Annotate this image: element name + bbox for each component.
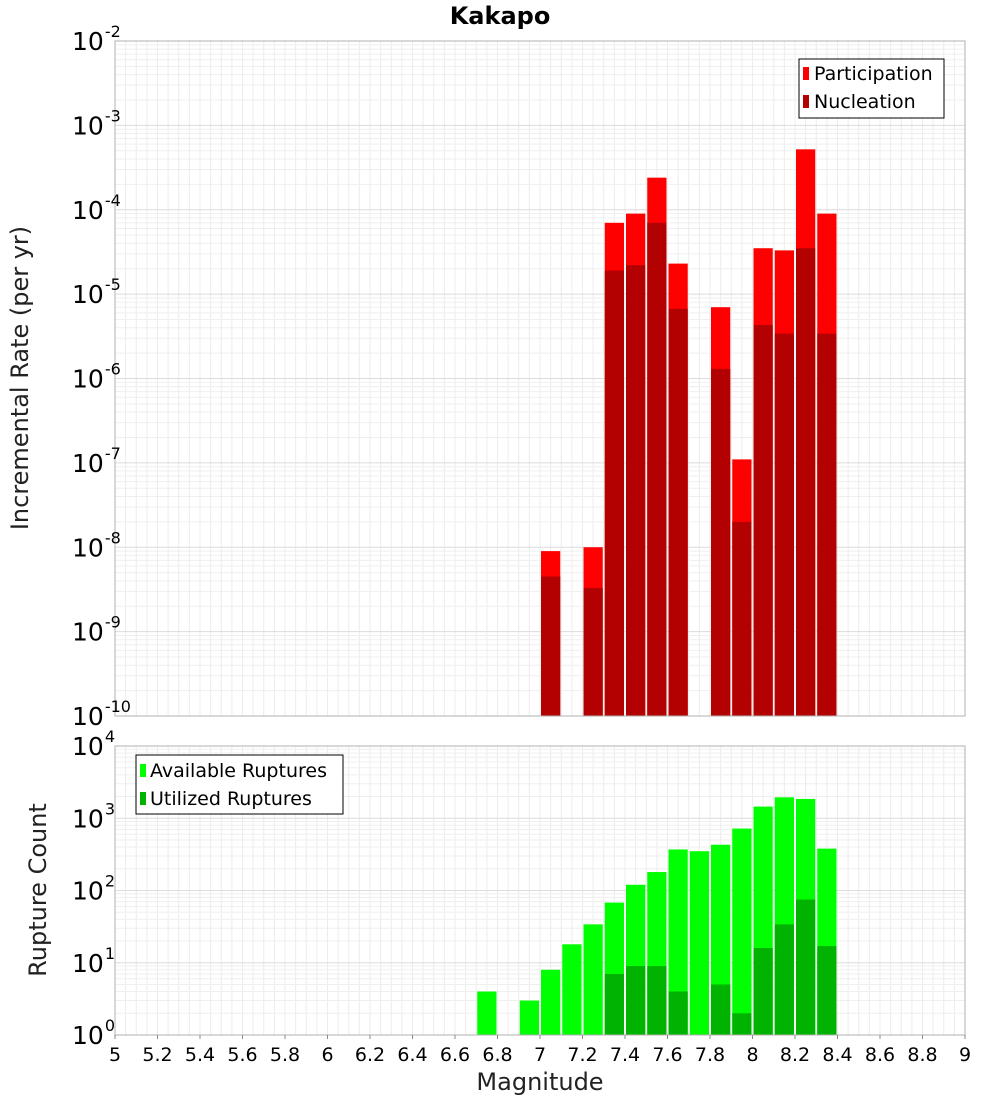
bar-nucleation bbox=[626, 265, 646, 716]
bar-nucleation bbox=[711, 368, 731, 716]
bar-available-ruptures bbox=[689, 851, 709, 1035]
x-axis-label: Magnitude bbox=[476, 1068, 603, 1096]
bar-nucleation bbox=[604, 270, 624, 716]
legend-swatch-available bbox=[140, 764, 146, 777]
x-tick-label: 8.6 bbox=[865, 1044, 895, 1066]
x-tick-label: 5.4 bbox=[185, 1044, 215, 1066]
bottom-legend-box bbox=[135, 754, 344, 815]
x-tick-label: 5.2 bbox=[142, 1044, 172, 1066]
bottom-plot-bars bbox=[477, 797, 837, 1035]
bar-nucleation bbox=[668, 308, 688, 716]
bar-utilized-ruptures bbox=[732, 1013, 752, 1035]
top-plot-frame bbox=[114, 40, 966, 717]
bar-utilized-ruptures bbox=[796, 899, 816, 1035]
top-y-ticks: 10-10 10-9 10-8 10-7 10-6 10-5 10-4 10-3 10-2 bbox=[72, 22, 131, 731]
bar-utilized-ruptures bbox=[647, 966, 667, 1035]
x-tick-label: 9 bbox=[959, 1044, 971, 1066]
top-legend: Participation Nucleation bbox=[798, 58, 945, 119]
x-tick-label: 7.8 bbox=[695, 1044, 725, 1066]
x-tick-label: 8 bbox=[746, 1044, 758, 1066]
bar-utilized-ruptures bbox=[774, 924, 794, 1035]
bottom-y-ticks: 100 101 102 103 104 bbox=[72, 727, 115, 1050]
x-tick-label: 6 bbox=[321, 1044, 333, 1066]
bar-utilized-ruptures bbox=[626, 966, 646, 1035]
legend-swatch-participation bbox=[803, 67, 809, 80]
bar-utilized-ruptures bbox=[604, 973, 624, 1035]
legend-label-nucleation: Nucleation bbox=[814, 91, 916, 113]
bottom-legend: Available Ruptures Utilized Ruptures bbox=[135, 754, 344, 815]
y-tick-label: 104 bbox=[72, 727, 115, 761]
bottom-x-ticks: 5 5.2 5.4 5.6 5.8 6 6.2 6.4 6.6 6.8 7 7.2 7.4 7.6 7.8 8… bbox=[109, 1035, 971, 1066]
y-tick-label: 100 bbox=[72, 1016, 115, 1050]
y-tick-label: 10-9 bbox=[72, 613, 121, 647]
bar-utilized-ruptures bbox=[753, 948, 773, 1035]
y-tick-label: 10-5 bbox=[72, 275, 121, 309]
bottom-y-axis-label: Rupture Count bbox=[24, 803, 52, 977]
legend-label-participation: Participation bbox=[814, 63, 933, 85]
bar-available-ruptures bbox=[541, 969, 561, 1035]
x-tick-label: 5.6 bbox=[227, 1044, 257, 1066]
x-tick-label: 6.4 bbox=[397, 1044, 427, 1066]
bar-nucleation bbox=[647, 222, 667, 716]
y-tick-label: 10-7 bbox=[72, 444, 121, 478]
x-tick-label: 8.8 bbox=[907, 1044, 937, 1066]
bar-nucleation bbox=[732, 521, 752, 716]
legend-swatch-utilized bbox=[140, 792, 146, 805]
bar-available-ruptures bbox=[732, 828, 752, 1035]
y-tick-label: 10-8 bbox=[72, 528, 121, 562]
x-tick-label: 6.2 bbox=[355, 1044, 385, 1066]
bar-nucleation bbox=[753, 325, 773, 716]
bar-utilized-ruptures bbox=[817, 946, 837, 1035]
y-tick-label: 10-10 bbox=[72, 697, 131, 731]
x-tick-label: 8.2 bbox=[780, 1044, 810, 1066]
bar-available-ruptures bbox=[519, 1000, 539, 1035]
x-tick-label: 6.6 bbox=[440, 1044, 470, 1066]
y-tick-label: 10-3 bbox=[72, 106, 121, 140]
top-y-axis-label: Incremental Rate (per yr) bbox=[6, 226, 34, 530]
x-tick-label: 7.4 bbox=[610, 1044, 640, 1066]
y-tick-label: 10-4 bbox=[72, 191, 121, 225]
bar-nucleation bbox=[541, 576, 561, 716]
top-plot-grid bbox=[114, 41, 966, 717]
y-tick-label: 102 bbox=[72, 872, 115, 906]
bar-available-ruptures bbox=[477, 991, 497, 1035]
x-tick-label: 7.6 bbox=[652, 1044, 682, 1066]
x-tick-label: 7 bbox=[534, 1044, 546, 1066]
x-tick-label: 5 bbox=[109, 1044, 121, 1066]
legend-swatch-nucleation bbox=[803, 95, 809, 108]
bar-available-ruptures bbox=[583, 924, 603, 1035]
y-tick-label: 10-2 bbox=[72, 22, 121, 56]
legend-label-available: Available Ruptures bbox=[150, 760, 327, 782]
x-tick-label: 6.8 bbox=[482, 1044, 512, 1066]
bar-nucleation bbox=[583, 587, 603, 716]
x-tick-label: 8.4 bbox=[822, 1044, 852, 1066]
top-plot-bars bbox=[541, 149, 837, 717]
y-tick-label: 10-6 bbox=[72, 360, 121, 394]
legend-label-utilized: Utilized Ruptures bbox=[150, 788, 312, 810]
chart-title: Kakapo bbox=[450, 2, 551, 30]
bar-utilized-ruptures bbox=[711, 984, 731, 1035]
bar-available-ruptures bbox=[668, 849, 688, 1035]
top-legend-box bbox=[798, 58, 945, 119]
y-tick-label: 101 bbox=[72, 944, 115, 978]
y-tick-label: 103 bbox=[72, 799, 115, 833]
bar-utilized-ruptures bbox=[668, 991, 688, 1035]
bar-nucleation bbox=[774, 333, 794, 716]
x-tick-label: 7.2 bbox=[567, 1044, 597, 1066]
bar-nucleation bbox=[817, 333, 837, 716]
x-tick-label: 5.8 bbox=[270, 1044, 300, 1066]
bar-nucleation bbox=[796, 248, 816, 717]
bar-available-ruptures bbox=[562, 944, 582, 1035]
